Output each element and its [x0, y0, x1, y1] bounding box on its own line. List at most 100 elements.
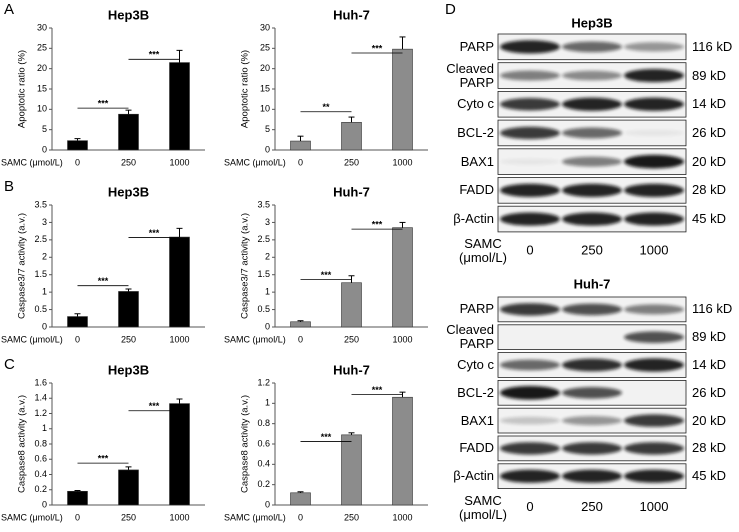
blot-band [500, 212, 560, 226]
y-tick-label: 1.4 [34, 393, 47, 403]
size-label: 20 kD [692, 412, 726, 428]
chart-title: Hep3B [108, 184, 149, 199]
blot-band [562, 416, 622, 426]
blot-band [624, 331, 684, 344]
x-tick-label: 0 [75, 512, 80, 522]
x-tick-label: 250 [344, 334, 359, 344]
x-axis-label: SAMC (μmol/L) [1, 157, 63, 167]
panel-letter: B [4, 178, 14, 195]
significance-label: ** [322, 102, 330, 112]
protein-label: Cyto c [457, 96, 494, 112]
y-tick-label: 0.8 [257, 418, 270, 428]
blot-band [624, 212, 684, 226]
y-tick-label: 1 [265, 287, 270, 297]
blot-band [500, 359, 560, 371]
y-tick-label: 0.6 [34, 454, 47, 464]
y-tick-label: 2.5 [257, 234, 270, 244]
blot-band [562, 156, 622, 167]
blot-band [500, 158, 560, 165]
y-tick-label: 0 [265, 144, 270, 154]
size-label: 45 kD [692, 468, 726, 484]
blot-band [624, 304, 684, 315]
y-tick-label: 0.5 [257, 304, 270, 314]
bar [67, 140, 88, 151]
bar [118, 291, 139, 328]
protein-label: Cleaved PARP [446, 322, 494, 352]
bar [290, 492, 311, 506]
y-tick-label: 0 [42, 321, 47, 331]
x-tick-label: 1000 [392, 157, 412, 167]
blot-band [624, 183, 684, 197]
protein-label: PARP [459, 38, 494, 54]
protein-label: Cleaved PARP [446, 60, 494, 90]
significance-label: *** [372, 385, 383, 395]
x-tick-label: 1000 [169, 512, 189, 522]
blot-band [500, 386, 560, 400]
blot-band [500, 40, 560, 54]
significance-label: *** [98, 276, 109, 286]
y-tick-label: 10 [37, 104, 47, 114]
bar [341, 122, 362, 151]
y-tick-label: 2 [265, 252, 270, 262]
significance-label: *** [149, 50, 160, 60]
bar [392, 48, 413, 151]
significance-label: *** [372, 219, 383, 229]
protein-label: β-Actin [453, 211, 494, 227]
blot-title: Huh-7 [574, 276, 611, 291]
lane-axis-label: SAMC (μmol/L) [459, 492, 507, 522]
y-tick-label: 0.6 [257, 438, 270, 448]
bar [341, 282, 362, 328]
y-tick-label: 1 [42, 287, 47, 297]
y-tick-label: 0 [42, 499, 47, 509]
blot-band [562, 469, 622, 483]
blot-band [500, 183, 560, 197]
lane-axis-label: SAMC (μmol/L) [459, 235, 507, 265]
bar [392, 396, 413, 506]
blot-band [624, 129, 684, 137]
y-tick-label: 20 [37, 63, 47, 73]
significance-label: *** [321, 432, 332, 442]
blot-band [624, 42, 684, 52]
x-tick-label: 250 [121, 157, 136, 167]
size-label: 45 kD [692, 211, 726, 227]
lane-label: 1000 [640, 242, 669, 257]
significance-label: *** [98, 454, 109, 464]
y-tick-label: 0.8 [34, 438, 47, 448]
lane-label: 250 [581, 499, 603, 514]
x-axis-label: SAMC (μmol/L) [224, 157, 286, 167]
bar [290, 321, 311, 328]
lane-label: 250 [581, 242, 603, 257]
size-label: 14 kD [692, 356, 726, 372]
bar [169, 403, 190, 506]
size-label: 14 kD [692, 96, 726, 112]
y-tick-label: 0.2 [34, 484, 47, 494]
bar [118, 113, 139, 151]
bar [118, 469, 139, 506]
significance-label: *** [372, 43, 383, 53]
blot-band [624, 414, 684, 427]
blot-band [562, 387, 622, 399]
y-axis-label: Apoptotic ratio (%) [240, 50, 251, 128]
blot-band [624, 442, 684, 455]
x-tick-label: 0 [298, 157, 303, 167]
chart-title: Hep3B [108, 7, 149, 22]
significance-label: *** [149, 401, 160, 411]
blot-band [500, 469, 560, 483]
blot-band [624, 469, 684, 483]
blot-band [562, 97, 622, 111]
blot-band [562, 127, 622, 139]
significance-label: *** [98, 98, 109, 108]
y-tick-label: 25 [260, 43, 270, 53]
x-tick-label: 250 [121, 334, 136, 344]
y-tick-label: 1.2 [257, 377, 270, 387]
protein-label: BAX1 [460, 153, 494, 169]
panel-letter: C [4, 356, 15, 373]
chart-title: Huh-7 [333, 362, 370, 377]
x-tick-label: 1000 [169, 157, 189, 167]
lane-label: 0 [526, 242, 533, 257]
y-tick-label: 1 [265, 398, 270, 408]
blot-band [562, 41, 622, 53]
blot-band [624, 68, 684, 83]
y-tick-label: 15 [37, 83, 47, 93]
